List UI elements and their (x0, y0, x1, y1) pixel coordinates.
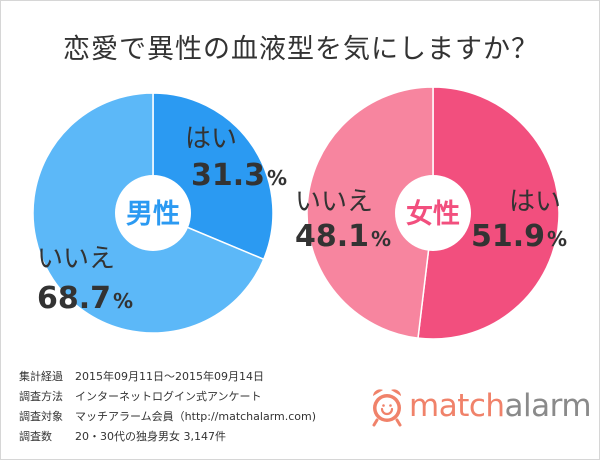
survey-info: 集計経過 2015年09月11日〜2015年09月14日 調査方法 インターネットロ… (19, 367, 316, 447)
slice-category-label: はい (509, 187, 561, 217)
survey-value: インターネットログイン式アンケート (75, 390, 262, 403)
slice-value-label: 68.7% (37, 281, 133, 316)
pie-slice (417, 86, 560, 340)
slice-category-label: はい (185, 124, 237, 154)
slice-value-label: 48.1% (295, 219, 391, 254)
survey-label: 集計経過 (19, 370, 63, 383)
survey-label: 調査方法 (19, 390, 63, 403)
survey-row: 集計経過 2015年09月11日〜2015年09月14日 (19, 367, 316, 387)
logo-text-match: match (409, 388, 505, 424)
slice-value-label: 51.9% (471, 219, 567, 254)
alarm-clock-icon (372, 389, 402, 427)
survey-value: 2015年09月11日〜2015年09月14日 (75, 370, 264, 383)
pie-center-disc (395, 175, 471, 251)
survey-label: 調査数 (19, 430, 52, 443)
survey-row: 調査対象 マッチアラーム会員（http://matchalarm.com) (19, 407, 316, 427)
pie-center-label: 女性 (406, 198, 460, 230)
survey-row: 調査数 20・30代の独身男女 3,147件 (19, 427, 316, 447)
chart-title: 恋愛で異性の血液型を気にしますか？ (63, 34, 539, 65)
logo-wordmark: matchalarm (409, 388, 592, 424)
slice-category-label: いいえ (295, 187, 373, 217)
survey-value: 20・30代の独身男女 3,147件 (75, 430, 226, 443)
pie-slice (306, 86, 434, 339)
logo-text-alarm: alarm (504, 388, 592, 424)
brand-logo: matchalarm (365, 385, 592, 427)
pie-center-label: 男性 (126, 199, 180, 230)
survey-label: 調査対象 (19, 410, 63, 423)
slice-value-label: 31.3% (191, 158, 287, 193)
slice-category-label: いいえ (37, 244, 115, 274)
survey-row: 調査方法 インターネットログイン式アンケート (19, 387, 316, 407)
survey-value: マッチアラーム会員（http://matchalarm.com) (75, 410, 317, 423)
pie-center-disc (115, 175, 191, 251)
